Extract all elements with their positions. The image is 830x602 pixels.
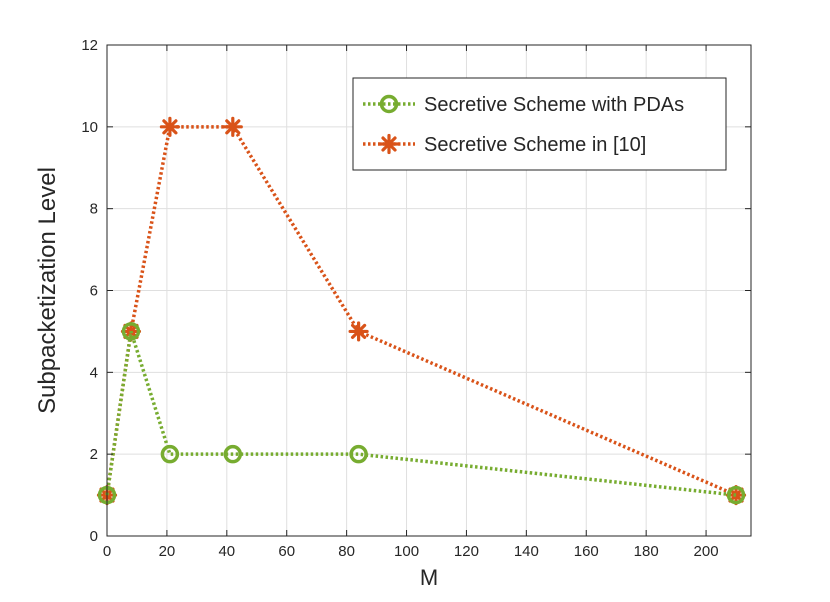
legend-marker — [379, 94, 399, 114]
y-tick-label: 0 — [90, 528, 98, 545]
x-tick-label: 100 — [394, 543, 419, 560]
legend-box — [352, 77, 727, 171]
asterisk-core — [166, 123, 174, 131]
asterisk-core — [355, 328, 363, 335]
series-1 — [97, 322, 746, 505]
y-tick-label: 10 — [81, 119, 98, 136]
asterisk-marker — [159, 116, 181, 137]
series-line — [105, 330, 737, 497]
y-tick-label: 2 — [90, 446, 98, 463]
circle-marker — [121, 322, 141, 341]
x-tick-label: 180 — [634, 543, 659, 560]
x-tick-label: 200 — [694, 543, 719, 560]
circle-marker — [160, 444, 180, 464]
x-tick-label: 20 — [159, 543, 176, 560]
asterisk-core — [385, 140, 393, 148]
circle-marker — [726, 485, 746, 505]
legend: Secretive Scheme with PDAs Secretive Sche… — [352, 77, 727, 171]
axis-ticks: 0 20 40 60 80 100 120 140 160 180 200 0 2 4 6 8 10 12 — [81, 37, 751, 560]
series-line — [105, 125, 737, 497]
asterisk-marker — [222, 116, 243, 137]
x-tick-label: 80 — [338, 543, 355, 560]
circle-marker — [223, 444, 243, 464]
x-axis-label: M — [420, 565, 438, 590]
y-axis-label: Subpacketization Level — [34, 167, 61, 414]
y-tick-label: 6 — [90, 283, 98, 300]
x-tick-label: 120 — [454, 543, 479, 560]
y-tick-label: 12 — [81, 37, 98, 54]
legend-marker — [378, 133, 400, 155]
x-tick-label: 160 — [574, 543, 599, 560]
y-tick-label: 4 — [90, 364, 98, 381]
x-tick-label: 140 — [514, 543, 539, 560]
y-tick-label: 8 — [90, 201, 98, 218]
legend-label: Secretive Scheme in [10] — [424, 134, 646, 156]
asterisk-marker — [348, 321, 369, 342]
x-tick-label: 40 — [218, 543, 235, 560]
legend-item: Secretive Scheme in [10] — [363, 133, 646, 156]
circle-marker — [349, 444, 368, 464]
x-tick-label: 60 — [278, 543, 295, 560]
asterisk-core — [229, 123, 237, 131]
legend-item: Secretive Scheme with PDAs — [363, 94, 684, 116]
x-tick-label: 0 — [103, 543, 111, 560]
asterisk-marker — [725, 484, 747, 506]
legend-label: Secretive Scheme with PDAs — [424, 94, 684, 116]
